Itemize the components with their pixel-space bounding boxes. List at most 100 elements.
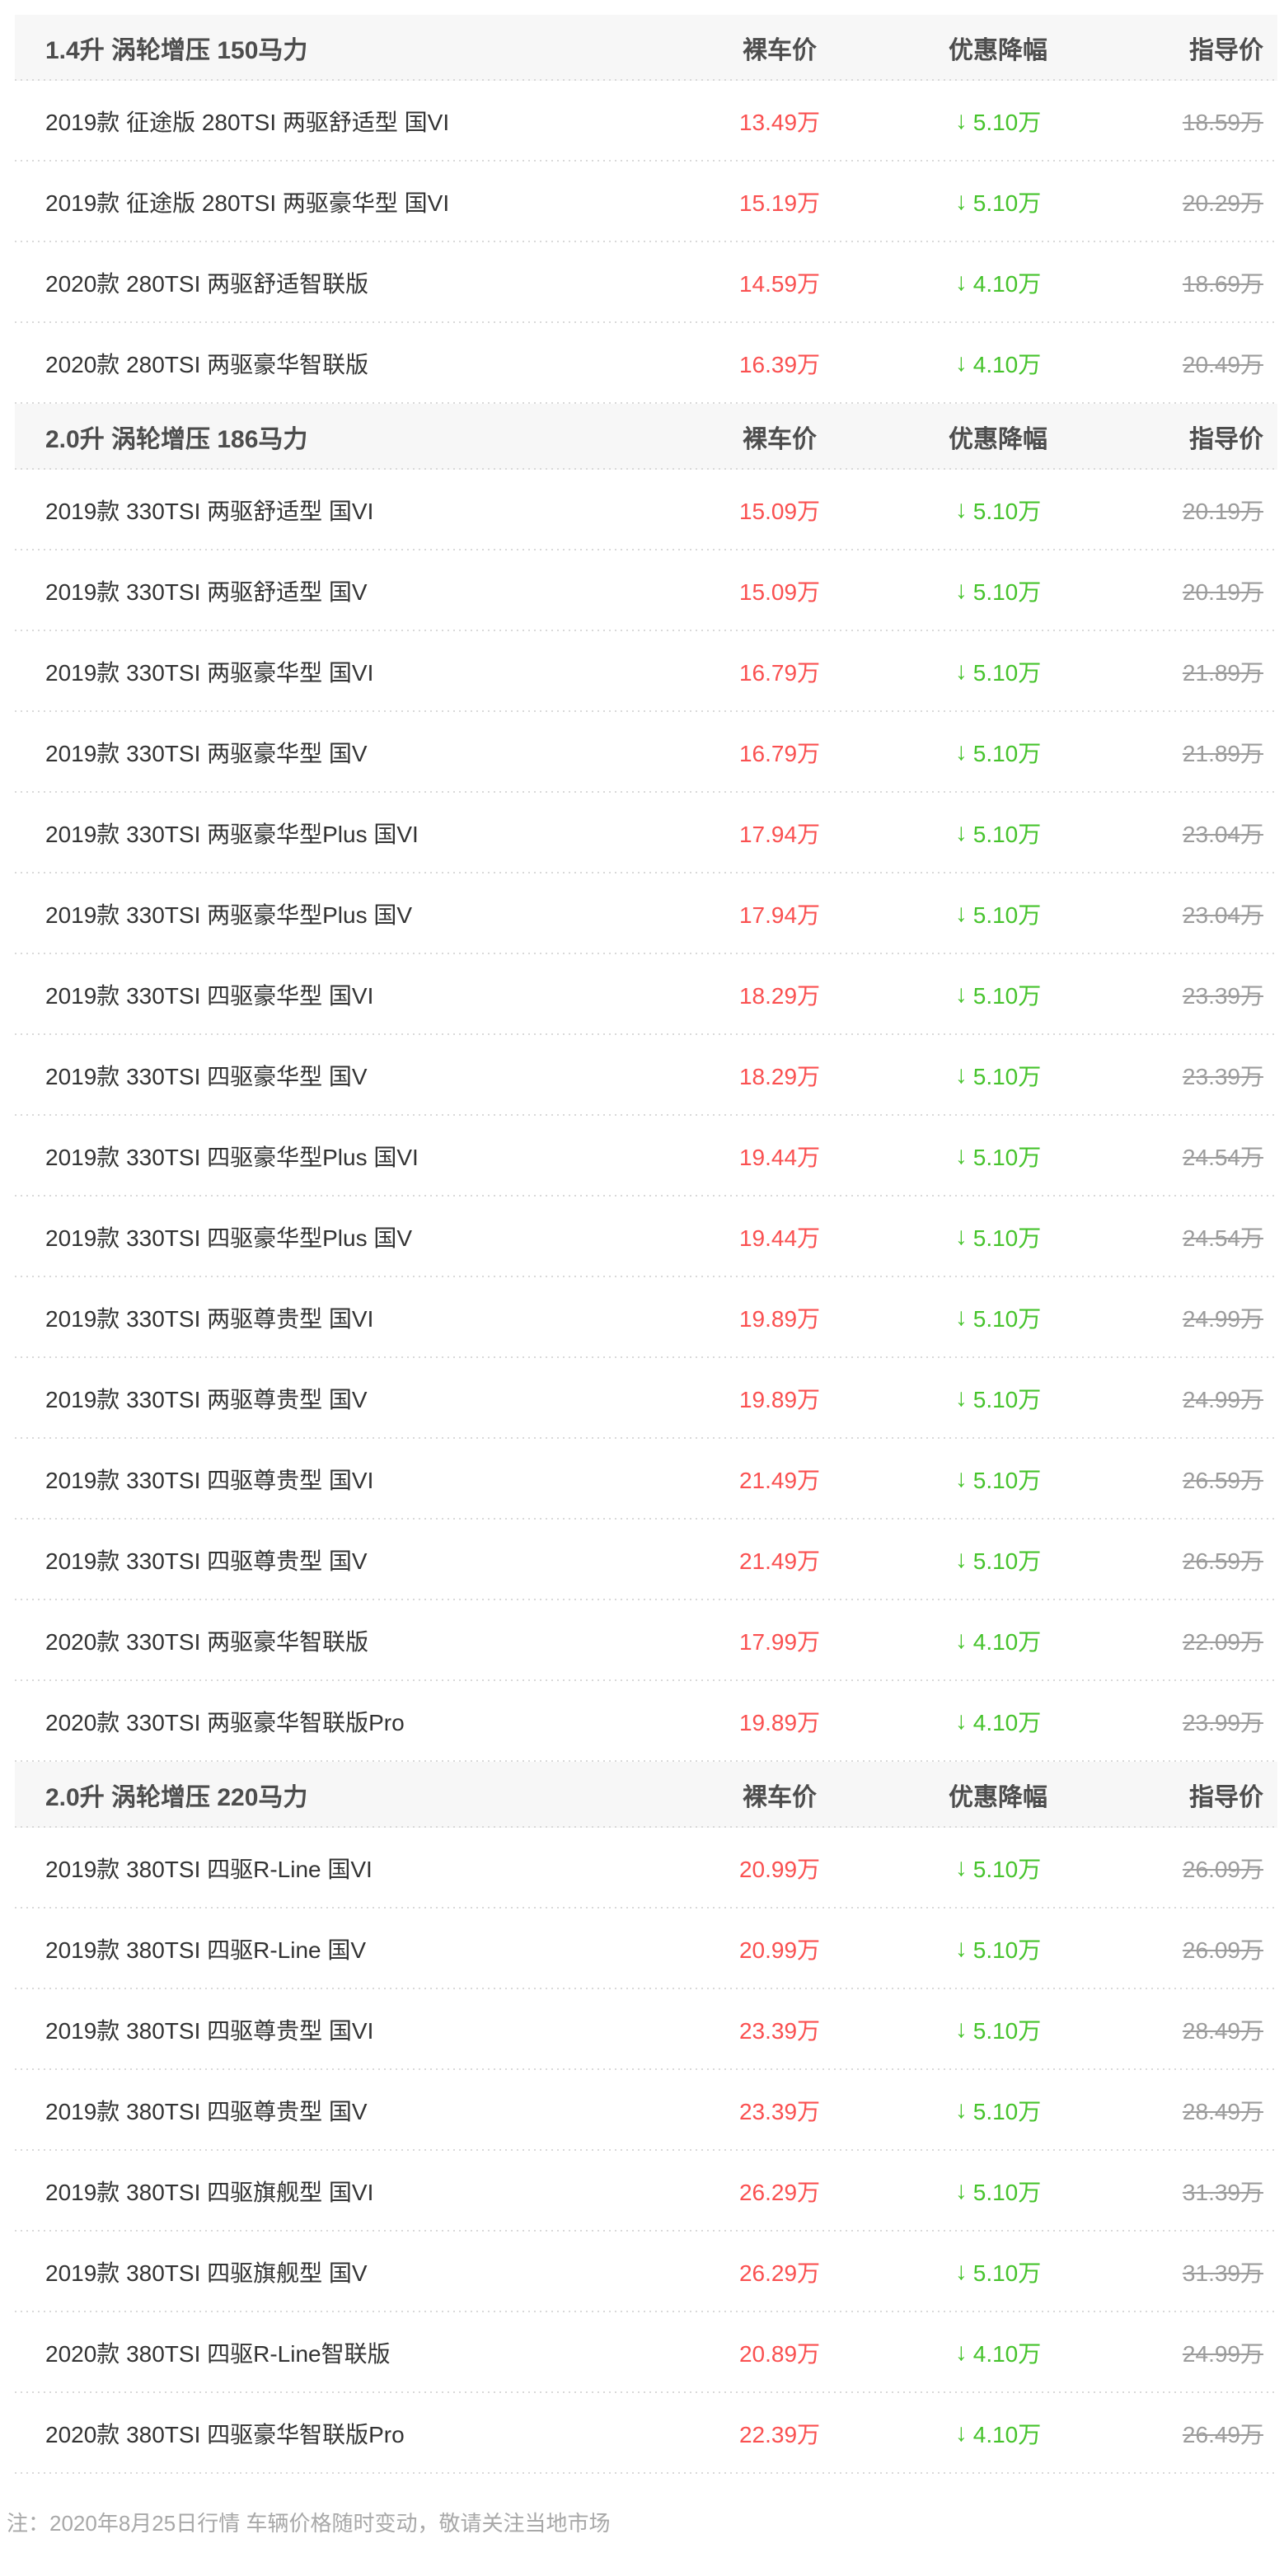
bare-price-value: 26.29万: [738, 2260, 821, 2286]
model-name: 2019款 330TSI 两驱豪华型Plus 国V: [45, 902, 413, 928]
discount-value: 4.10万: [972, 271, 1042, 297]
discount-value: 5.10万: [972, 1387, 1042, 1412]
guide-price-value: 20.29万: [1182, 190, 1263, 216]
model-name: 2019款 330TSI 四驱豪华型Plus 国VI: [45, 1145, 419, 1170]
discount-value: 5.10万: [972, 1064, 1042, 1089]
guide-price-value: 20.19万: [1182, 579, 1263, 605]
discount-value: 5.10万: [972, 499, 1042, 524]
bare-price-value: 19.89万: [738, 1710, 821, 1735]
table-row: 2019款 380TSI 四驱尊贵型 国VI 23.39万 ↓ 5.10万 28…: [15, 1989, 1277, 2070]
bare-price-value: 21.49万: [738, 1548, 821, 1574]
discount-cell: ↓ 5.10万: [862, 1382, 1134, 1415]
footer-note: 注：2020年8月25日行情 车辆价格随时变动，敬请关注当地市场: [7, 2511, 611, 2536]
model-name: 2019款 380TSI 四驱旗舰型 国V: [45, 2260, 368, 2286]
bare-price-value: 17.94万: [738, 822, 821, 847]
model-name: 2019款 380TSI 四驱R-Line 国V: [45, 1937, 367, 1963]
guide-price-value: 28.49万: [1182, 2099, 1263, 2124]
column-header-discount: 优惠降幅: [949, 1784, 1047, 1811]
discount-value: 4.10万: [972, 352, 1042, 377]
model-name: 2019款 330TSI 两驱尊贵型 国V: [45, 1387, 368, 1412]
bare-price-value: 16.39万: [738, 352, 821, 377]
guide-price-value: 23.99万: [1182, 1710, 1263, 1735]
bare-price-value: 18.29万: [738, 1064, 821, 1089]
down-arrow-icon: ↓: [954, 658, 968, 685]
bare-price-value: 18.29万: [738, 983, 821, 1009]
table-row: 2019款 380TSI 四驱R-Line 国V 20.99万 ↓ 5.10万 …: [15, 1909, 1277, 1989]
discount-cell: ↓ 5.10万: [862, 736, 1134, 769]
discount-cell: ↓ 4.10万: [862, 1624, 1134, 1657]
table-row: 2019款 征途版 280TSI 两驱舒适型 国VI 13.49万 ↓ 5.10…: [15, 81, 1277, 162]
guide-price-value: 26.59万: [1182, 1468, 1263, 1493]
discount-cell: ↓ 5.10万: [862, 1463, 1134, 1496]
guide-price-value: 24.99万: [1182, 1306, 1263, 1332]
discount-cell: ↓ 5.10万: [862, 2094, 1134, 2127]
guide-price-value: 21.89万: [1182, 741, 1263, 766]
section-header: 2.0升 涡轮增压 186马力 裸车价 优惠降幅 指导价: [15, 404, 1277, 470]
guide-price-value: 23.39万: [1182, 1064, 1263, 1089]
discount-cell: ↓ 5.10万: [862, 2255, 1134, 2288]
discount-value: 5.10万: [972, 2180, 1042, 2205]
bare-price-value: 20.99万: [738, 1937, 821, 1963]
discount-cell: ↓ 5.10万: [862, 655, 1134, 688]
guide-price-value: 26.09万: [1182, 1857, 1263, 1882]
model-name: 2019款 330TSI 四驱豪华型 国VI: [45, 983, 374, 1009]
table-row: 2019款 330TSI 两驱舒适型 国VI 15.09万 ↓ 5.10万 20…: [15, 470, 1277, 550]
guide-price-value: 21.89万: [1182, 660, 1263, 686]
table-row: 2019款 330TSI 四驱豪华型 国V 18.29万 ↓ 5.10万 23.…: [15, 1035, 1277, 1116]
discount-cell: ↓ 5.10万: [862, 1932, 1134, 1965]
model-name: 2019款 330TSI 两驱舒适型 国V: [45, 579, 368, 605]
bare-price-value: 23.39万: [738, 2099, 821, 2124]
model-name: 2020款 330TSI 两驱豪华智联版Pro: [45, 1710, 405, 1735]
down-arrow-icon: ↓: [954, 2258, 968, 2285]
table-row: 2019款 380TSI 四驱旗舰型 国VI 26.29万 ↓ 5.10万 31…: [15, 2151, 1277, 2232]
model-name: 2019款 330TSI 两驱豪华型 国V: [45, 741, 368, 766]
down-arrow-icon: ↓: [954, 2339, 968, 2366]
table-row: 2019款 380TSI 四驱尊贵型 国V 23.39万 ↓ 5.10万 28.…: [15, 2070, 1277, 2151]
down-arrow-icon: ↓: [954, 2096, 968, 2124]
down-arrow-icon: ↓: [954, 819, 968, 846]
discount-value: 5.10万: [972, 579, 1042, 605]
down-arrow-icon: ↓: [954, 2016, 968, 2043]
section-title: 2.0升 涡轮增压 220马力: [45, 1784, 308, 1811]
discount-value: 5.10万: [972, 1145, 1042, 1170]
discount-value: 5.10万: [972, 190, 1042, 216]
discount-cell: ↓ 5.10万: [862, 1140, 1134, 1173]
bare-price-value: 17.99万: [738, 1629, 821, 1655]
model-name: 2019款 380TSI 四驱旗舰型 国VI: [45, 2180, 374, 2205]
table-row: 2019款 330TSI 两驱豪华型Plus 国V 17.94万 ↓ 5.10万…: [15, 873, 1277, 954]
guide-price-value: 26.59万: [1182, 1548, 1263, 1574]
column-header-guide-price: 指导价: [1189, 426, 1263, 453]
model-name: 2020款 280TSI 两驱舒适智联版: [45, 271, 369, 297]
bare-price-value: 14.59万: [738, 271, 821, 297]
down-arrow-icon: ↓: [954, 1935, 968, 1962]
down-arrow-icon: ↓: [954, 1142, 968, 1169]
bare-price-value: 26.29万: [738, 2180, 821, 2205]
discount-cell: ↓ 5.10万: [862, 185, 1134, 218]
discount-value: 5.10万: [972, 1548, 1042, 1574]
price-table: 1.4升 涡轮增压 150马力 裸车价 优惠降幅 指导价 2019款 征途版 2…: [15, 15, 1277, 2474]
down-arrow-icon: ↓: [954, 577, 968, 604]
column-header-guide-price: 指导价: [1189, 1784, 1263, 1811]
bare-price-value: 19.89万: [738, 1387, 821, 1412]
model-name: 2019款 330TSI 四驱尊贵型 国V: [45, 1548, 368, 1574]
guide-price-value: 24.99万: [1182, 1387, 1263, 1412]
down-arrow-icon: ↓: [954, 1546, 968, 1573]
table-row: 2020款 280TSI 两驱舒适智联版 14.59万 ↓ 4.10万 18.6…: [15, 242, 1277, 323]
down-arrow-icon: ↓: [954, 1223, 968, 1250]
down-arrow-icon: ↓: [954, 1627, 968, 1654]
down-arrow-icon: ↓: [954, 269, 968, 296]
section-title: 2.0升 涡轮增压 186马力: [45, 426, 308, 453]
table-row: 2019款 征途版 280TSI 两驱豪华型 国VI 15.19万 ↓ 5.10…: [15, 162, 1277, 242]
discount-cell: ↓ 5.10万: [862, 1059, 1134, 1092]
guide-price-value: 24.99万: [1182, 2341, 1263, 2367]
bare-price-value: 17.94万: [738, 902, 821, 928]
table-row: 2020款 280TSI 两驱豪华智联版 16.39万 ↓ 4.10万 20.4…: [15, 323, 1277, 404]
discount-value: 5.10万: [972, 110, 1042, 135]
bare-price-value: 19.44万: [738, 1225, 821, 1251]
down-arrow-icon: ↓: [954, 188, 968, 215]
down-arrow-icon: ↓: [954, 496, 968, 523]
discount-value: 4.10万: [972, 2341, 1042, 2367]
guide-price-value: 20.19万: [1182, 499, 1263, 524]
section-header: 1.4升 涡轮增压 150马力 裸车价 优惠降幅 指导价: [15, 15, 1277, 81]
discount-cell: ↓ 5.10万: [862, 2013, 1134, 2046]
